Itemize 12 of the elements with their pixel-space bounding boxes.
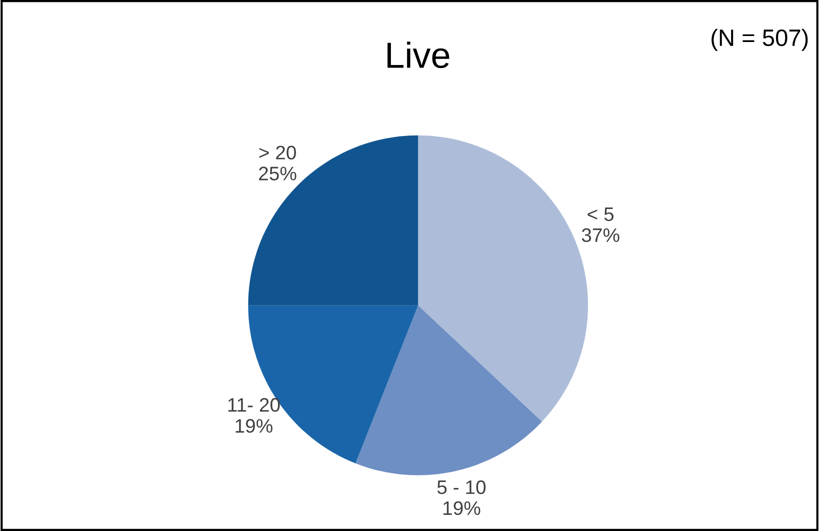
pie-slice — [248, 135, 418, 306]
text: (N = 507) — [712, 28, 808, 51]
pie-slice — [356, 305, 542, 476]
chart-title: Live — [388, 42, 450, 68]
slice-label: 11- 20 — [228, 398, 280, 412]
slice-label: 5 - 10 — [437, 480, 486, 494]
data-label: 25% — [259, 166, 296, 180]
data-label: 19% — [443, 501, 480, 516]
slice-label: < 5 — [588, 208, 614, 222]
data-label: 19% — [236, 418, 272, 433]
data-label: 37% — [582, 228, 620, 242]
slice-label: > 20 — [259, 146, 296, 160]
